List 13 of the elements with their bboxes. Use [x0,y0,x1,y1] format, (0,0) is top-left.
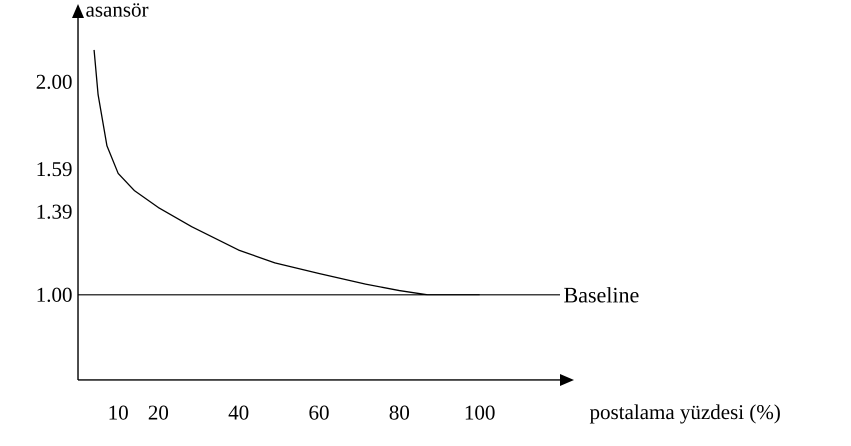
y-axis-title: asansör [86,3,148,17]
y-tick-label: 1.59 [38,162,72,176]
x-tick-label: 20 [148,406,168,420]
x-tick-label: 10 [110,406,128,420]
x-axis-title: postalama yüzdesi (%) [590,404,780,424]
x-tick-label: 80 [390,406,410,420]
y-tick-label: 2.00 [36,74,72,90]
x-tick-label: 40 [228,406,248,420]
ref-line-label: Baseline [564,287,639,303]
x-tick-label: 100 [466,406,495,420]
x-tick-label: 60 [309,406,329,420]
y-tick-label: 1.00 [38,288,72,302]
y-tick-label: 1.39 [38,204,72,219]
